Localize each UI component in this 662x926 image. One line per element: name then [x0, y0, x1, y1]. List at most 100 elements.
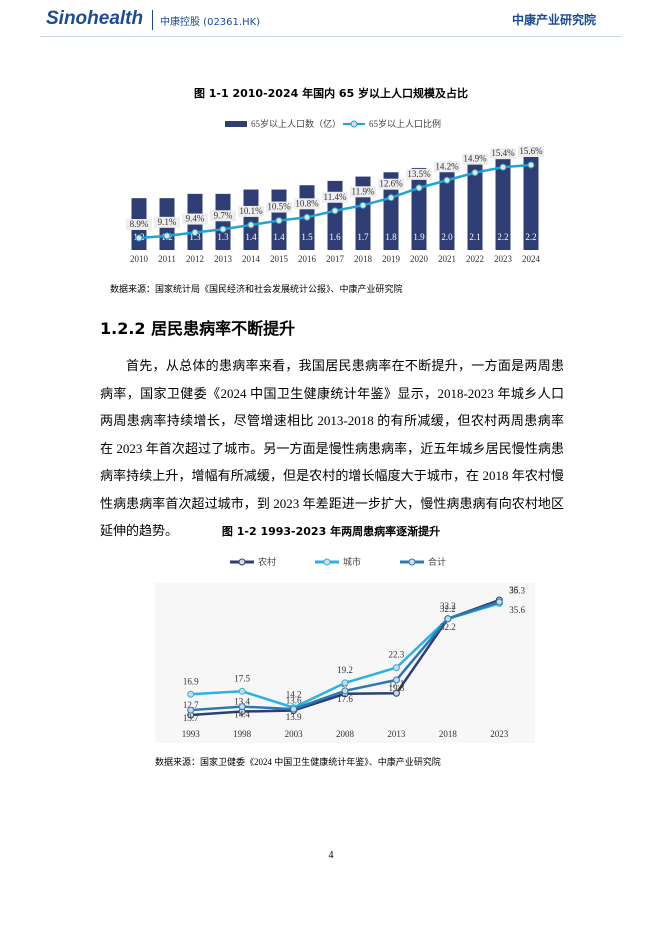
data-label: 17.6: [337, 694, 353, 704]
bar-label: 2.2: [525, 232, 536, 242]
x-tick-label: 2021: [438, 254, 456, 264]
paragraph: 首先，从总体的患病率来看，我国居民患病率在不断提升，一方面是两周患病率，国家卫健…: [100, 358, 564, 538]
data-label: 13.9: [286, 712, 302, 722]
bar: [439, 163, 455, 250]
line-label: 14.2%: [435, 161, 459, 171]
page-number: 4: [328, 850, 334, 861]
data-label: 32.2: [440, 601, 456, 611]
line-point: [341, 679, 349, 687]
line-point: [392, 676, 400, 684]
line-label: 10.8%: [295, 198, 319, 208]
line-label: 11.9%: [352, 186, 375, 196]
bar-label: 1.4: [273, 232, 285, 242]
bar-label: 2.1: [469, 232, 480, 242]
data-label: 19.2: [337, 665, 353, 675]
line-point: [303, 213, 311, 221]
x-tick-label: 2016: [298, 254, 317, 264]
legend-label: 合计: [428, 556, 446, 567]
bar-label: 1.7: [357, 232, 369, 242]
label-box: [210, 210, 236, 222]
label-box: [406, 168, 432, 180]
line-label: 15.4%: [491, 148, 515, 158]
logo: Sinohealth: [46, 8, 144, 29]
legend-swatch: [408, 558, 416, 566]
line-point: [392, 689, 400, 697]
legend-label: 65岁以上人口比例: [369, 118, 441, 129]
x-tick-label: 2003: [285, 729, 304, 739]
x-tick-label: 2013: [214, 254, 233, 264]
data-label: 36: [509, 585, 519, 595]
legend-label: 城市: [343, 556, 361, 567]
x-tick-label: 2023: [494, 254, 513, 264]
label-box: [266, 201, 292, 213]
chart-title: 图 1-1 2010-2024 年国内 65 岁以上人口规模及占比: [193, 87, 469, 100]
x-tick-label: 2015: [270, 254, 289, 264]
bar-label: 2.0: [441, 232, 453, 242]
bar-label: 1.3: [189, 232, 201, 242]
line-point: [331, 207, 339, 215]
x-tick-label: 2024: [522, 254, 541, 264]
data-label: 16.9: [183, 676, 199, 686]
x-tick-label: 1998: [233, 729, 252, 739]
x-tick-label: 2017: [326, 254, 345, 264]
line-label: 9.1%: [158, 217, 177, 227]
label-box: [294, 198, 320, 210]
x-tick-label: 2019: [382, 254, 401, 264]
x-tick-label: 2014: [242, 254, 261, 264]
line-label: 9.7%: [214, 210, 233, 220]
legend-label: 65岁以上人口数（亿）: [251, 118, 341, 129]
label-box: [154, 216, 180, 228]
line-point: [238, 703, 246, 711]
source: 数据来源：国家卫健委《2024 中国卫生健康统计年鉴》、中康产业研究院: [155, 757, 441, 767]
line-label: 13.5%: [407, 169, 431, 179]
label-box: [434, 161, 460, 173]
line-point: [275, 217, 283, 225]
bar-label: 2.2: [497, 232, 508, 242]
legend-swatch: [225, 121, 247, 127]
line-point: [392, 664, 400, 672]
legend-swatch: [350, 120, 358, 128]
x-tick-label: 1993: [182, 729, 201, 739]
bar: [523, 155, 539, 250]
line-point: [163, 232, 171, 240]
x-tick-label: 2011: [158, 254, 176, 264]
label-box: [462, 153, 488, 165]
line-label: 10.5%: [267, 202, 291, 212]
line-point: [191, 229, 199, 237]
line-point: [341, 687, 349, 695]
data-label: 32.2: [440, 604, 456, 614]
data-label: 12.7: [183, 700, 199, 710]
label-box: [350, 186, 376, 198]
line-point: [219, 225, 227, 233]
data-label: 17.5: [234, 673, 250, 683]
chart: 65岁以上人口数（亿）65岁以上人口比例1.220101.220111.3201…: [126, 118, 544, 264]
data-label: 35.6: [509, 605, 525, 615]
line-point: [135, 234, 143, 242]
source: 数据来源：国家统计局《国民经济和社会发展统计公报》、中康产业研究院: [110, 284, 403, 294]
line-label: 12.6%: [379, 179, 403, 189]
line-point: [290, 705, 298, 713]
line-label: 10.1%: [239, 206, 263, 216]
x-tick-label: 2008: [336, 729, 355, 739]
label-box: [238, 205, 264, 217]
x-tick-label: 2010: [130, 254, 149, 264]
legend-swatch: [323, 558, 331, 566]
label-box: [378, 178, 404, 190]
line-point: [187, 706, 195, 714]
bar-label: 1.3: [217, 232, 229, 242]
label-box: [126, 219, 152, 230]
line-point: [527, 161, 535, 169]
bar-label: 1.4: [245, 232, 257, 242]
data-label: 14.2: [286, 690, 302, 700]
line-point: [443, 176, 451, 184]
x-tick-label: 2023: [490, 729, 509, 739]
line-point: [444, 615, 452, 623]
bar: [383, 172, 399, 250]
label-box: [322, 191, 348, 203]
company: 中康控股 (02361.HK): [160, 17, 261, 28]
data-label: 13.4: [234, 697, 250, 707]
label-box: [490, 148, 516, 160]
x-tick-label: 2022: [466, 254, 484, 264]
x-tick-label: 2013: [387, 729, 406, 739]
line-point: [359, 201, 367, 209]
